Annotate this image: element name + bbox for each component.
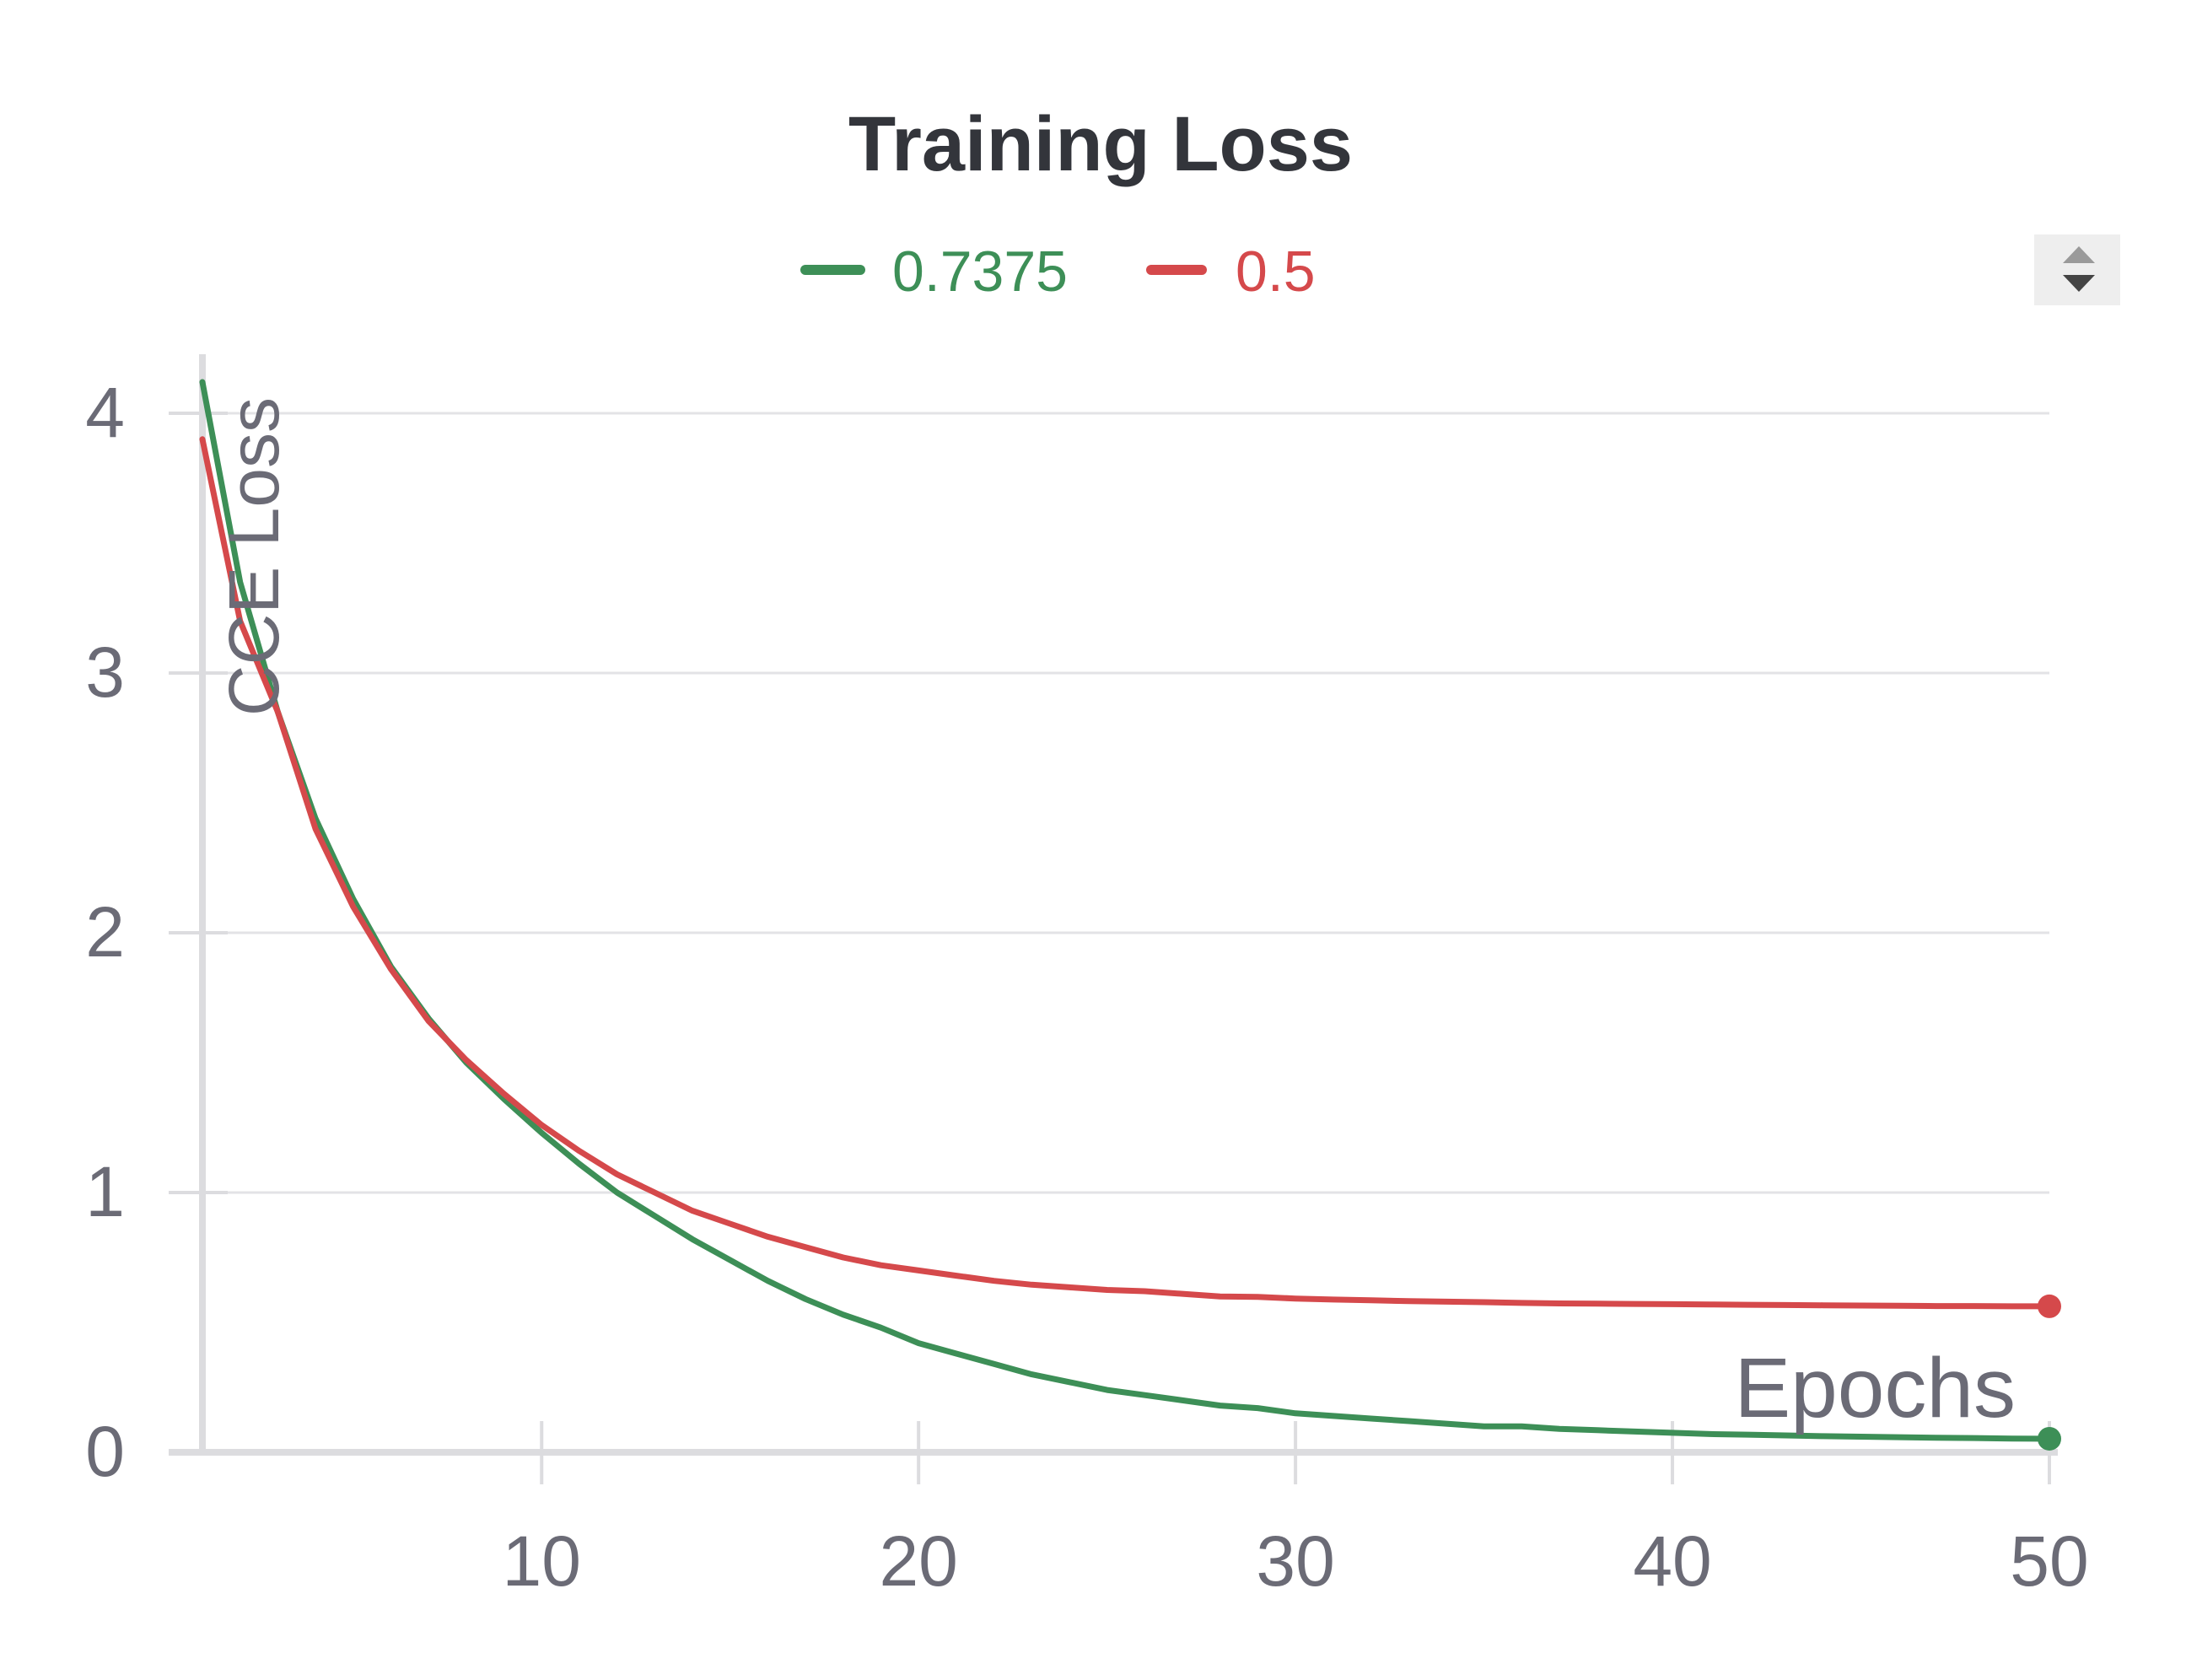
y-axis-label: CCE Loss [214, 397, 293, 716]
y-tick-labels: 0 1 2 3 4 [85, 373, 125, 1491]
series-end-point-0.7375 [2038, 1426, 2061, 1451]
scroll-up-icon[interactable] [2063, 246, 2095, 263]
y-tick-label-2: 2 [85, 892, 125, 972]
grid [202, 412, 2049, 1194]
scroll-down-icon[interactable] [2063, 275, 2095, 292]
y-tick-label-3: 3 [85, 633, 125, 712]
legend-label-0.7375: 0.7375 [892, 240, 1068, 304]
y-tick-label-0: 0 [85, 1412, 125, 1491]
axes [169, 354, 2058, 1484]
x-tick-labels: 10 20 30 40 50 [503, 1521, 2089, 1601]
y-tick-label-1: 1 [85, 1152, 125, 1231]
x-tick-label-20: 20 [879, 1521, 957, 1601]
series-lines [199, 379, 2061, 1451]
series-line-0.7375 [199, 379, 2053, 1442]
y-tick-label-4: 4 [85, 373, 125, 452]
legend-label-0.5: 0.5 [1236, 240, 1316, 304]
x-tick-label-40: 40 [1633, 1521, 1711, 1601]
legend: 0.7375 0.5 [800, 240, 1316, 304]
legend-scroll-background[interactable] [2034, 234, 2120, 305]
x-tick-label-50: 50 [2010, 1521, 2088, 1601]
chart-title: Training Loss [848, 101, 1353, 187]
legend-scroll-control[interactable] [2034, 234, 2120, 305]
x-axis-label: Epochs [1734, 1341, 2016, 1435]
x-tick-label-30: 30 [1256, 1521, 1334, 1601]
series-end-point-0.5 [2038, 1294, 2061, 1318]
series-line-0.5 [199, 436, 2053, 1310]
x-tick-label-10: 10 [503, 1521, 581, 1601]
